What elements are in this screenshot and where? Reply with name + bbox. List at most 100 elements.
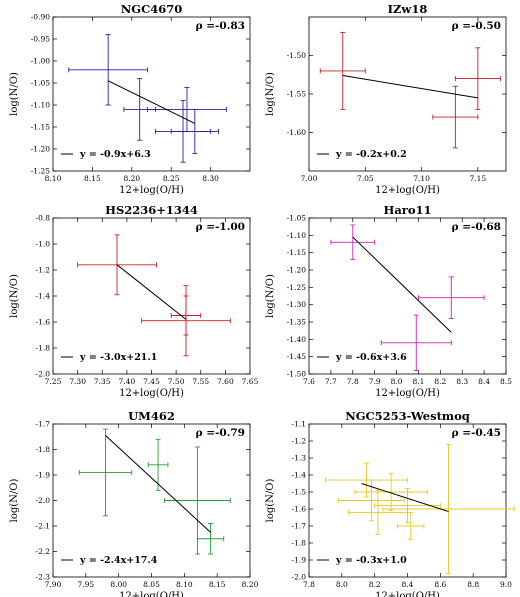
x-tick-label: 7.35: [94, 377, 111, 386]
y-tick-label: -1.25: [31, 167, 50, 176]
y-tick-label: -1.30: [287, 300, 306, 309]
data-point: [324, 462, 408, 498]
y-tick-label: -1.15: [31, 123, 50, 132]
x-axis-label: 12+log(O/H): [375, 185, 440, 196]
x-tick-label: 8.4: [478, 377, 490, 386]
x-axis-label: 12+log(O/H): [119, 591, 184, 597]
x-tick-label: 7.65: [242, 377, 259, 386]
y-tick-label: -1.20: [287, 266, 306, 275]
panel-6: 7.8 8.0 8.2 8.4 8.6 8.8 9.0 -2.0 -1.9 -1.8 -1.7 -1.…: [265, 409, 515, 597]
plot-frame: [308, 16, 507, 172]
x-tick-label: 7.9: [369, 377, 381, 386]
data-point: [319, 31, 366, 110]
x-tick-label: 8.5: [500, 377, 512, 386]
panel-5: 7.90 7.95 8.00 8.05 8.10 8.15 8.20 -2.3 -2.2 -2.1…: [9, 409, 259, 597]
x-tick-label: 8.20: [123, 174, 140, 183]
x-tick-label: 8.15: [209, 580, 226, 589]
x-tick-label: 7.55: [192, 377, 209, 386]
y-axis-label: log(N/O): [265, 274, 276, 318]
y-tick-label: -0.8: [36, 214, 51, 223]
y-tick-label: -1.8: [36, 344, 51, 353]
data-point: [147, 86, 227, 132]
x-tick-label: 8.15: [84, 174, 101, 183]
x-tick-label: 8.10: [176, 580, 193, 589]
chart-title: HS2236+1344: [105, 203, 198, 217]
x-tick-label: 7.05: [357, 174, 374, 183]
y-tick-label: -1.7: [292, 522, 307, 531]
y-tick-label: -1.25: [287, 283, 306, 292]
x-axis-label: 12+log(O/H): [375, 591, 440, 597]
y-tick-label: -1.55: [287, 90, 306, 99]
y-tick-label: -0.95: [31, 35, 50, 44]
y-tick-label: -1.05: [31, 79, 50, 88]
legend-label: y = -3.0x+21.1: [79, 352, 157, 363]
y-axis-label: log(N/O): [265, 479, 276, 523]
y-tick-label: -1.8: [36, 445, 51, 454]
x-tick-label: 7.15: [470, 174, 487, 183]
x-tick-label: 7.00: [301, 174, 318, 183]
x-tick-label: 8.2: [434, 377, 446, 386]
y-tick-label: -1.50: [287, 370, 306, 379]
y-tick-label: -1.3: [292, 454, 307, 463]
y-tick-label: -1.1: [292, 420, 306, 429]
x-axis-label: 12+log(O/H): [375, 388, 440, 399]
x-tick-label: 8.8: [467, 580, 479, 589]
y-tick-label: -1.00: [31, 57, 50, 66]
x-tick-label: 8.0: [336, 580, 348, 589]
y-tick-label: -2.0: [36, 496, 51, 505]
x-tick-label: 8.1: [412, 377, 424, 386]
y-tick-label: -1.5: [292, 488, 307, 497]
x-tick-label: 7.60: [217, 377, 234, 386]
y-tick-label: -1.05: [287, 214, 306, 223]
x-tick-label: 7.7: [325, 377, 337, 386]
correlation-label: ρ =-0.79: [196, 427, 245, 439]
y-axis-label: log(N/O): [9, 479, 20, 523]
legend-label: y = -0.2x+0.2: [335, 149, 407, 160]
plot-frame: [308, 217, 507, 375]
y-tick-label: -1.50: [287, 51, 306, 60]
y-tick-label: -1.40: [287, 335, 306, 344]
chart-title: Haro11: [383, 203, 431, 217]
chart-title: NGC5253-Westmoq: [345, 409, 470, 423]
x-tick-label: 7.30: [69, 377, 86, 386]
y-tick-label: -1.0: [36, 240, 51, 249]
x-tick-label: 7.90: [45, 580, 62, 589]
y-axis-label: log(N/O): [9, 72, 20, 116]
data-point: [197, 523, 225, 555]
x-tick-label: 7.10: [413, 174, 430, 183]
fit-line: [107, 80, 196, 124]
data-point: [380, 314, 452, 371]
y-tick-label: -2.1: [36, 522, 50, 531]
x-tick-label: 8.00: [110, 580, 127, 589]
fit-line: [116, 264, 187, 320]
data-point: [417, 276, 485, 319]
correlation-label: ρ =-0.83: [196, 20, 245, 32]
x-tick-label: 8.2: [369, 580, 381, 589]
x-tick-label: 8.05: [143, 580, 160, 589]
x-tick-label: 7.8: [303, 580, 315, 589]
y-tick-label: -0.90: [31, 13, 50, 22]
y-tick-label: -1.4: [36, 292, 51, 301]
x-tick-label: 8.6: [434, 580, 446, 589]
fit-line: [361, 483, 449, 513]
plot-frame: [52, 217, 251, 375]
x-tick-label: 7.45: [143, 377, 160, 386]
x-tick-label: 8.25: [163, 174, 180, 183]
x-tick-label: 8.30: [202, 174, 219, 183]
panel-2: 7.00 7.05 7.10 7.15 -1.60 -1.55 -1.50 IZw18 ρ =-…: [265, 2, 507, 196]
fit-line: [352, 236, 452, 333]
y-tick-label: -2.2: [36, 547, 51, 556]
legend-label: y = -0.3x+1.0: [335, 555, 407, 566]
data-point: [347, 489, 408, 535]
x-tick-label: 8.10: [45, 174, 62, 183]
y-axis-label: log(N/O): [9, 274, 20, 318]
x-axis-label: 12+log(O/H): [119, 388, 184, 399]
x-tick-label: 8.4: [402, 580, 414, 589]
y-tick-label: -1.20: [31, 145, 50, 154]
x-axis-label: 12+log(O/H): [119, 185, 184, 196]
data-point: [382, 443, 515, 575]
y-tick-label: -1.6: [36, 318, 51, 327]
y-axis-label: log(N/O): [265, 72, 276, 116]
panel-4: 7.6 7.7 7.8 7.9 8.0 8.1 8.2 8.3 8.4 8.5 -1.50 -1.45…: [265, 203, 512, 399]
